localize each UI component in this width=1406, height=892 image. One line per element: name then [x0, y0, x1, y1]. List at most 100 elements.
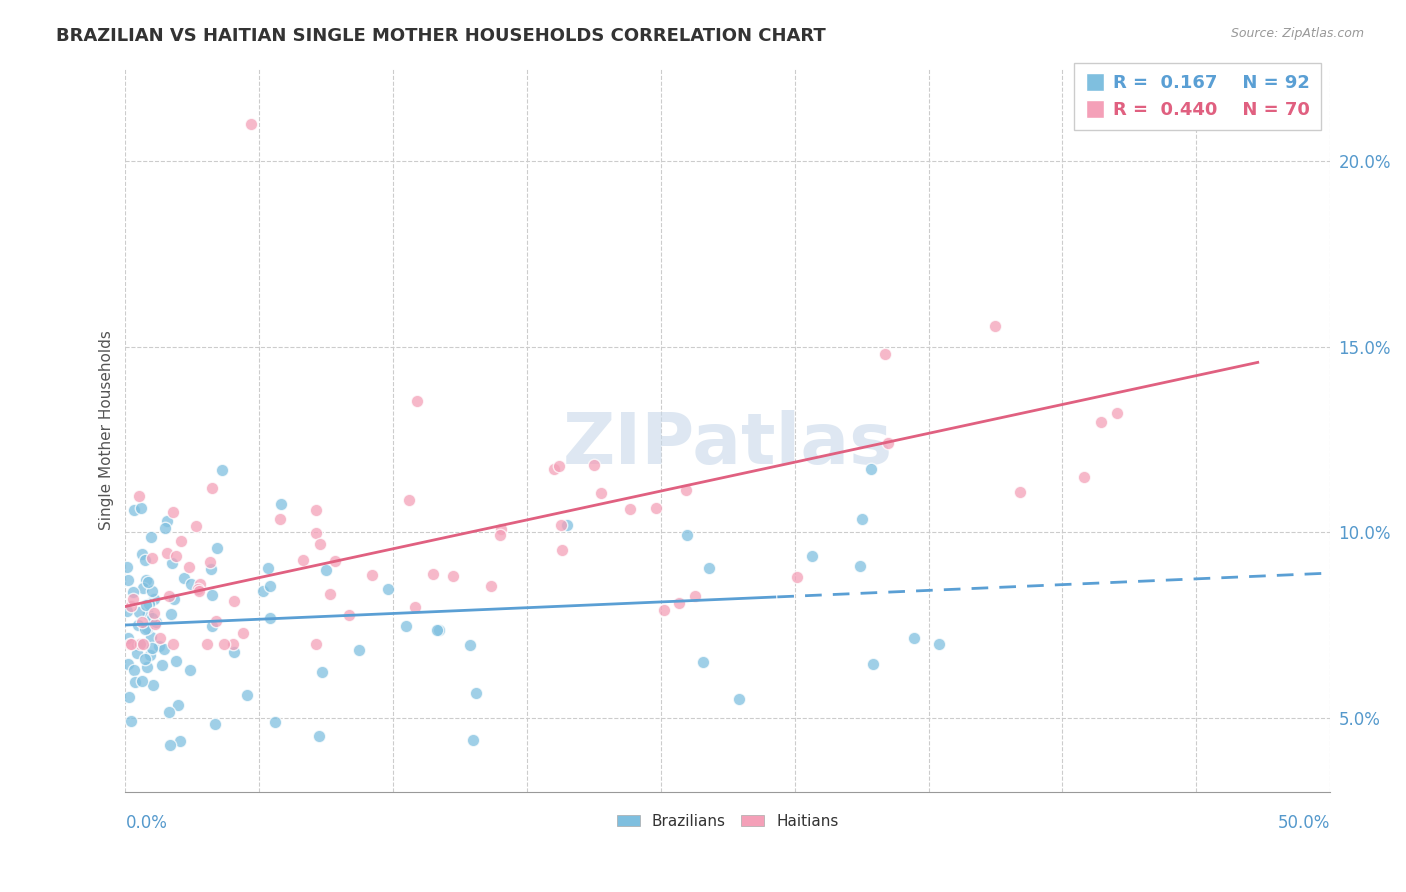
Point [319, 587, 342, 601]
Point [139, 648, 162, 662]
Point [489, 527, 512, 541]
Point [138, 597, 160, 611]
Point [422, 566, 444, 581]
Point [205, 614, 228, 628]
Point [170, 533, 193, 548]
Point [645, 500, 668, 515]
Point [125, 638, 148, 652]
Point [308, 730, 330, 744]
Point [441, 568, 464, 582]
Point [270, 497, 292, 511]
Point [1090, 415, 1112, 429]
Text: BRAZILIAN VS HAITIAN SINGLE MOTHER HOUSEHOLDS CORRELATION CHART: BRAZILIAN VS HAITIAN SINGLE MOTHER HOUSE… [56, 27, 825, 45]
Point [188, 584, 211, 599]
Point [877, 435, 900, 450]
Point [162, 505, 184, 519]
Point [157, 706, 180, 720]
Point [180, 577, 202, 591]
Point [339, 607, 361, 622]
Point [169, 734, 191, 748]
Point [127, 646, 149, 660]
Point [120, 636, 142, 650]
Point [204, 716, 226, 731]
Legend: Brazilians, Haitians: Brazilians, Haitians [610, 808, 845, 835]
Text: 50.0%: 50.0% [1278, 814, 1330, 832]
Point [550, 518, 572, 533]
Point [131, 636, 153, 650]
Point [153, 642, 176, 657]
Point [134, 553, 156, 567]
Point [165, 654, 187, 668]
Point [150, 657, 173, 672]
Point [589, 486, 612, 500]
Point [395, 619, 418, 633]
Point [134, 652, 156, 666]
Point [398, 492, 420, 507]
Point [115, 560, 138, 574]
Point [131, 673, 153, 688]
Point [406, 393, 429, 408]
Point [160, 607, 183, 622]
Point [305, 636, 328, 650]
Point [205, 541, 228, 556]
Point [291, 552, 314, 566]
Point [198, 555, 221, 569]
Point [155, 521, 177, 535]
Point [304, 502, 326, 516]
Point [142, 678, 165, 692]
Point [117, 631, 139, 645]
Point [461, 733, 484, 747]
Point [117, 573, 139, 587]
Point [136, 660, 159, 674]
Point [143, 591, 166, 606]
Point [135, 574, 157, 588]
Point [195, 636, 218, 650]
Point [163, 591, 186, 606]
Point [211, 463, 233, 477]
Point [256, 561, 278, 575]
Point [458, 638, 481, 652]
Point [149, 631, 172, 645]
Point [859, 461, 882, 475]
Point [122, 592, 145, 607]
Point [311, 665, 333, 679]
Point [141, 584, 163, 599]
Point [222, 645, 245, 659]
Point [1073, 470, 1095, 484]
Point [426, 624, 449, 638]
Point [305, 525, 328, 540]
Point [692, 655, 714, 669]
Point [122, 503, 145, 517]
Point [145, 615, 167, 630]
Point [134, 622, 156, 636]
Point [201, 619, 224, 633]
Point [131, 547, 153, 561]
Point [173, 571, 195, 585]
Point [652, 603, 675, 617]
Point [543, 462, 565, 476]
Point [141, 611, 163, 625]
Point [323, 553, 346, 567]
Point [259, 611, 281, 625]
Point [727, 691, 749, 706]
Point [259, 579, 281, 593]
Point [697, 561, 720, 575]
Point [136, 607, 159, 621]
Point [120, 599, 142, 613]
Point [120, 636, 142, 650]
Point [551, 543, 574, 558]
Point [121, 585, 143, 599]
Point [675, 528, 697, 542]
Point [873, 347, 896, 361]
Point [1105, 406, 1128, 420]
Point [148, 640, 170, 654]
Point [582, 458, 605, 472]
Point [128, 489, 150, 503]
Point [187, 582, 209, 596]
Point [786, 569, 808, 583]
Text: Source: ZipAtlas.com: Source: ZipAtlas.com [1230, 27, 1364, 40]
Point [160, 556, 183, 570]
Point [668, 596, 690, 610]
Point [122, 663, 145, 677]
Point [222, 636, 245, 650]
